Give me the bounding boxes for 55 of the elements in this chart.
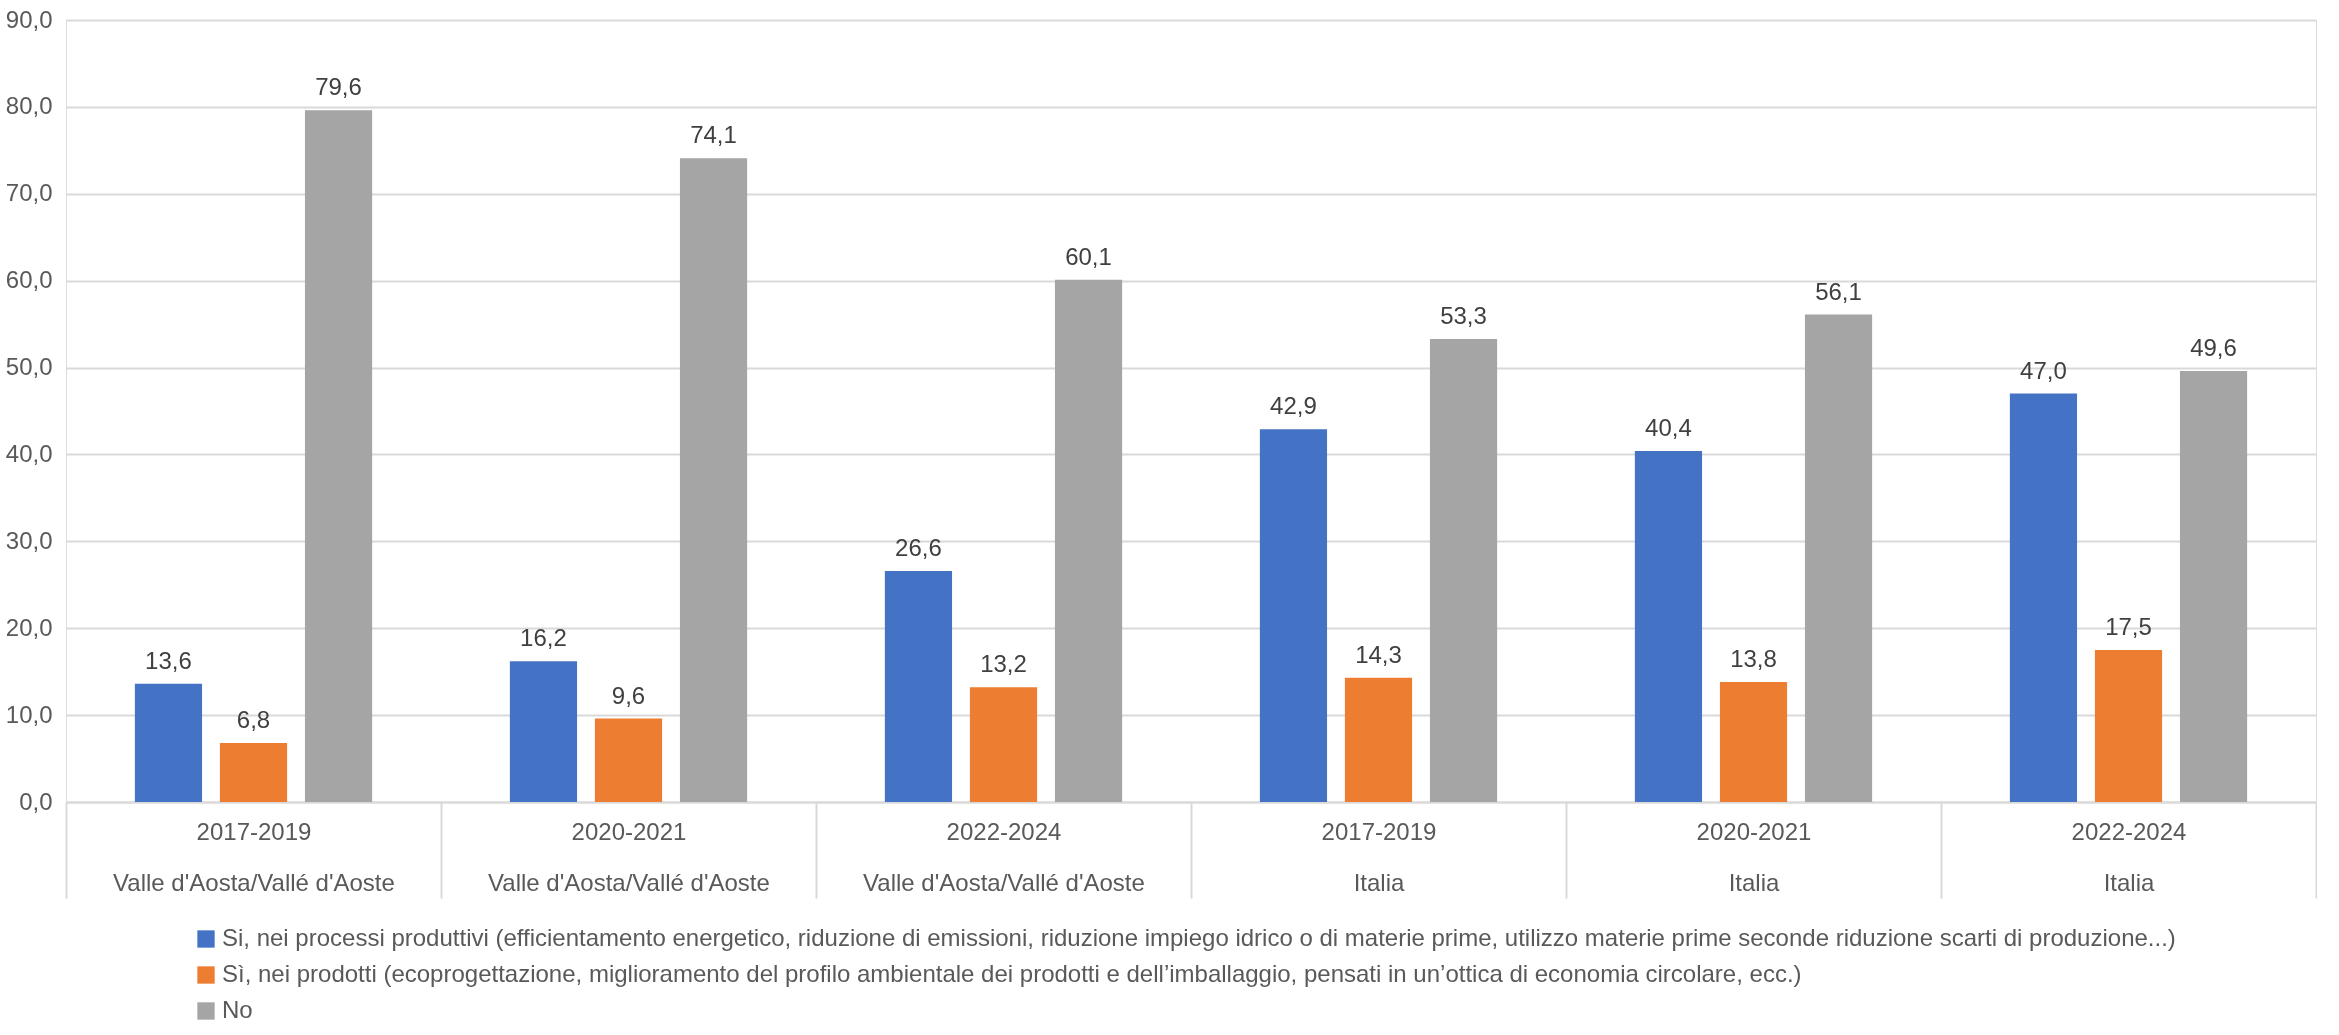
data-label: 17,5: [2105, 612, 2152, 640]
bar: [304, 110, 373, 802]
data-label: 47,0: [2020, 356, 2067, 384]
y-tick-label: 30,0: [5, 526, 53, 554]
bar: [1429, 338, 1498, 802]
bar: [884, 570, 953, 802]
y-tick-label: 20,0: [5, 613, 53, 641]
bar: [1804, 314, 1873, 802]
bar: [134, 683, 203, 802]
y-tick-label: 90,0: [5, 5, 53, 33]
bar: [2179, 371, 2248, 802]
data-label: 13,2: [980, 650, 1027, 678]
bar: [2094, 649, 2163, 802]
y-tick-label: 60,0: [5, 266, 53, 294]
legend-label: No: [222, 996, 253, 1023]
data-label: 13,8: [1730, 645, 1777, 673]
data-label: 40,4: [1645, 413, 1692, 441]
data-label: 6,8: [236, 705, 271, 733]
bar: [509, 661, 578, 802]
bar: [594, 718, 663, 802]
y-tick-label: 50,0: [5, 353, 53, 381]
bar: [219, 742, 288, 802]
data-label: 9,6: [611, 681, 646, 709]
legend-label: Si, nei processi produttivi (efficientamento energetico, riduzione di emissioni, riduzione impiego idrico o di materie prime, utilizzo materie prime seconde riduzione scarti di produzione...): [222, 924, 2176, 951]
data-label: 74,1: [690, 121, 737, 149]
data-label: 13,6: [145, 646, 192, 674]
y-tick-label: 70,0: [5, 179, 53, 207]
data-label: 49,6: [2190, 334, 2237, 362]
x-tick-label: 2022-2024 Valle d'Aosta/Vallé d'Aoste: [863, 817, 1145, 896]
x-tick-label: 2022-2024 Italia: [2071, 817, 2187, 896]
y-tick-label: 40,0: [5, 439, 53, 467]
x-tick-label: 2017-2019 Italia: [1321, 817, 1437, 896]
y-tick-label: 0,0: [19, 787, 53, 815]
data-label: 26,6: [895, 533, 942, 561]
data-label: 53,3: [1440, 301, 1487, 329]
data-label: 16,2: [520, 624, 567, 652]
y-tick-label: 10,0: [5, 700, 53, 728]
data-label: 79,6: [315, 73, 362, 101]
bar: [969, 687, 1038, 802]
bar: [679, 158, 748, 802]
data-label: 60,1: [1065, 242, 1112, 270]
legend-label: Sì, nei prodotti (ecoprogettazione, miglioramento del profilo ambientale dei prodotti e dell’imballaggio, pensati in un’ottica di economia circolare, ecc.): [222, 960, 1802, 987]
x-tick-label: 2020-2021 Italia: [1696, 817, 1812, 896]
bar: [1344, 677, 1413, 802]
bar: [1259, 429, 1328, 802]
bar: [1634, 450, 1703, 802]
bar: [2009, 393, 2078, 802]
data-label: 42,9: [1270, 392, 1317, 420]
bar: [1719, 682, 1788, 802]
x-tick-label: 2017-2019 Valle d'Aosta/Vallé d'Aoste: [113, 817, 395, 896]
data-label: 56,1: [1815, 277, 1862, 305]
y-tick-label: 80,0: [5, 92, 53, 120]
x-tick-label: 2020-2021 Valle d'Aosta/Vallé d'Aoste: [488, 817, 770, 896]
bar: [1054, 279, 1123, 802]
data-label: 14,3: [1355, 640, 1402, 668]
